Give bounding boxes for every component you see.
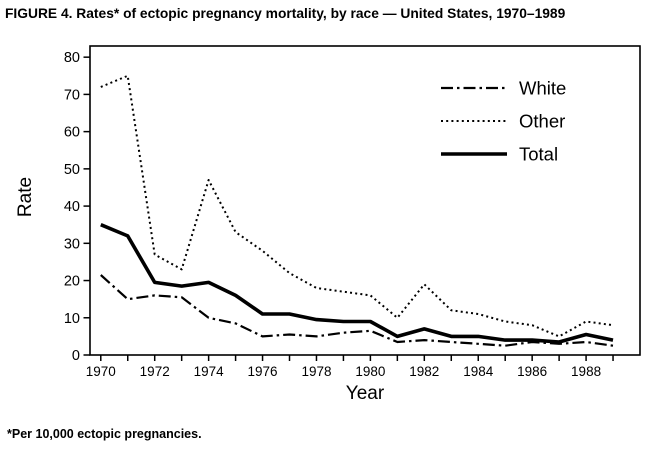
legend-label-other: Other bbox=[519, 111, 565, 132]
x-tick-label: 1976 bbox=[248, 364, 278, 379]
y-tick-label: 20 bbox=[64, 274, 80, 290]
x-tick-label: 1974 bbox=[194, 364, 225, 379]
figure-title: FIGURE 4. Rates* of ectopic pregnancy mo… bbox=[5, 6, 566, 21]
series-line-other bbox=[100, 74, 614, 338]
x-tick-label: 1978 bbox=[301, 364, 331, 379]
plot-box bbox=[89, 45, 641, 356]
y-axis-label: Rate bbox=[15, 176, 36, 218]
y-tick-label: 30 bbox=[64, 236, 80, 252]
y-tick-label: 10 bbox=[64, 311, 80, 327]
x-tick-label: 1980 bbox=[355, 364, 385, 379]
legend-label-white: White bbox=[519, 78, 566, 99]
x-tick-label: 1988 bbox=[571, 364, 601, 379]
series-line-white bbox=[100, 274, 614, 347]
y-tick-label: 0 bbox=[72, 348, 80, 364]
x-tick-label: 1984 bbox=[463, 364, 494, 379]
x-tick-label: 1982 bbox=[409, 364, 439, 379]
x-tick-label: 1972 bbox=[140, 364, 170, 379]
y-tick-label: 70 bbox=[64, 87, 80, 103]
y-tick-label: 50 bbox=[64, 162, 80, 178]
x-axis-label: Year bbox=[345, 383, 385, 404]
series-line-total bbox=[100, 223, 614, 344]
y-tick-label: 80 bbox=[64, 50, 80, 66]
legend-label-total: Total bbox=[519, 144, 558, 165]
x-tick-label: 1986 bbox=[517, 364, 547, 379]
x-tick-label: 1970 bbox=[86, 364, 116, 379]
y-tick-label: 40 bbox=[64, 199, 80, 215]
y-tick-label: 60 bbox=[64, 125, 80, 141]
figure-footnote: *Per 10,000 ectopic pregnancies. bbox=[7, 427, 202, 441]
